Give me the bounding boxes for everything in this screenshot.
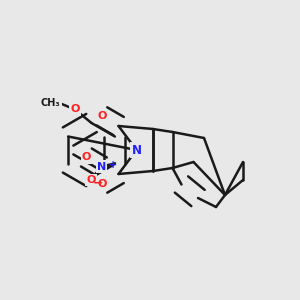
Text: N: N <box>131 143 142 157</box>
Text: −: − <box>92 176 103 190</box>
Text: CH₃: CH₃ <box>41 98 61 109</box>
Text: O: O <box>86 175 96 185</box>
Text: O: O <box>70 104 80 115</box>
Text: +: + <box>109 160 117 170</box>
Text: O: O <box>97 111 107 122</box>
Text: O: O <box>82 152 91 163</box>
Text: N: N <box>97 161 106 172</box>
Text: O: O <box>97 178 107 189</box>
